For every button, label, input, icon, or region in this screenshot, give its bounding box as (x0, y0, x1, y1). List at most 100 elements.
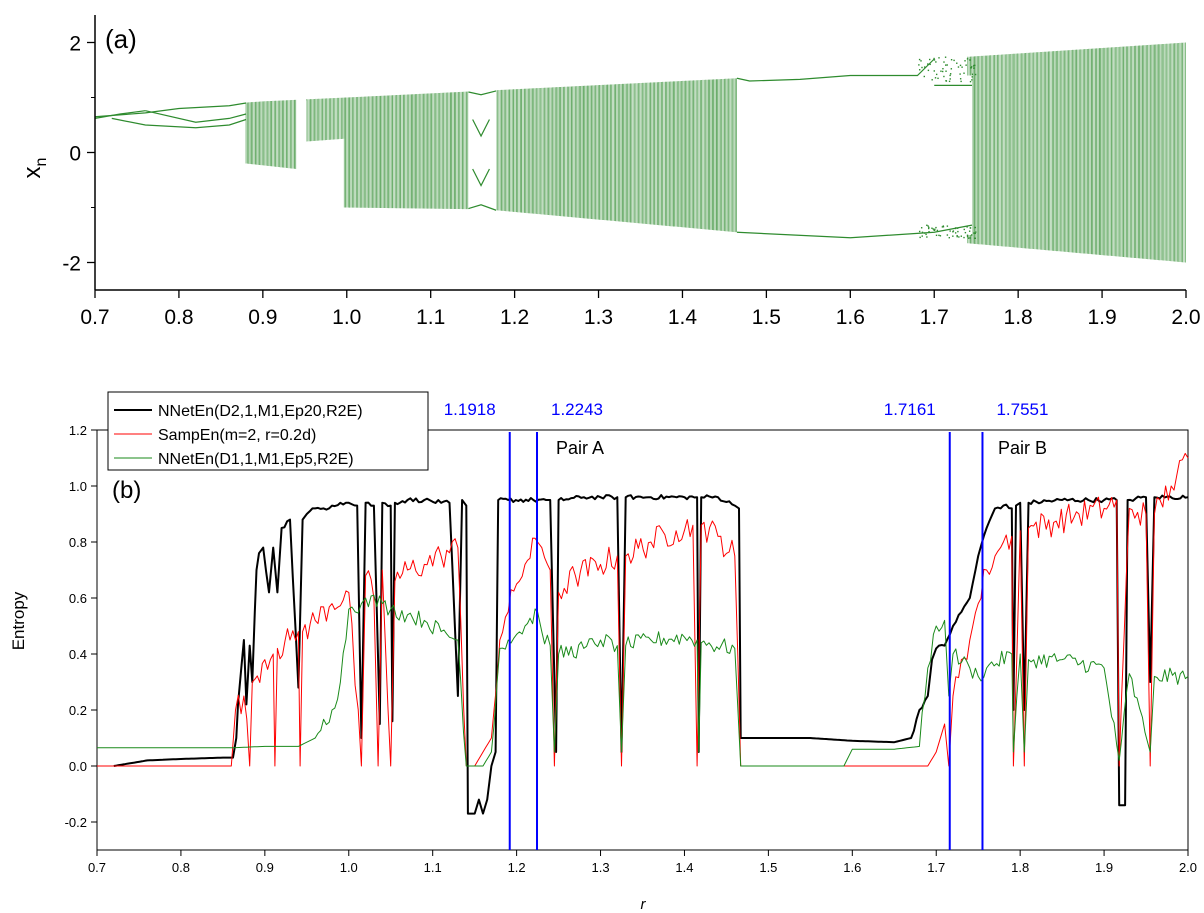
bifurcation-point (918, 230, 921, 233)
bifurcation-point (935, 234, 938, 237)
bifurcation-point (918, 64, 920, 66)
bifurcation-point (958, 236, 960, 238)
bifurcation-point (918, 69, 921, 71)
bifurcation-points (94, 42, 1186, 263)
bifurcation-point (935, 61, 937, 63)
panel-a-bifurcation: 0.7 0.8 0.9 1.0 1.1 1.2 1.3 1.4 1.5 1.6 1.7 1.8 1.9 2… (19, 15, 1201, 329)
bifurcation-point (931, 79, 933, 81)
panel-a-x-tick-label: 1.6 (836, 306, 865, 329)
bifurcation-point (963, 228, 965, 231)
bifurcation-point (957, 230, 959, 233)
bifurcation-point (959, 64, 962, 67)
panel-b-y-tick-label: 0.4 (69, 647, 87, 662)
bifurcation-point (956, 234, 958, 237)
bifurcation-point (926, 224, 928, 226)
series-line-1 (113, 494, 1189, 815)
pair-a-annotation: Pair A (556, 438, 604, 458)
entropy-series (97, 452, 1189, 815)
bifurcation-point (921, 235, 923, 237)
bifurcation-point (949, 74, 951, 77)
bifurcation-point (956, 235, 958, 238)
bifurcation-point (970, 66, 973, 68)
bifurcation-point (935, 73, 938, 76)
panel-b-y-tick-label: 0.8 (69, 535, 87, 550)
bifurcation-point (925, 233, 927, 236)
bifurcation-point (957, 66, 960, 68)
panel-a-ylabel-main: x (19, 166, 46, 178)
bifurcation-point (938, 234, 940, 237)
bifurcation-branch (472, 168, 490, 187)
bifurcation-branch (472, 119, 490, 138)
bifurcation-point (948, 236, 950, 239)
bifurcation-branch (736, 58, 935, 82)
bifurcation-point (933, 57, 935, 60)
panel-b-x-tick-label: 1.2 (508, 860, 526, 875)
legend-label: NNetEn(D2,1,M1,Ep20,R2E) (158, 403, 363, 420)
bifurcation-point (934, 77, 937, 79)
bifurcation-point (967, 237, 969, 239)
bifurcation-point (949, 73, 952, 75)
pair-b-annotation: Pair B (998, 438, 1047, 458)
bifurcation-point (965, 64, 967, 66)
panel-b-x-tick-label: 0.8 (172, 860, 190, 875)
series-line-3 (97, 594, 1189, 767)
panel-a-x-tick-label: 2.0 (1171, 306, 1200, 329)
bifurcation-point (941, 226, 944, 228)
bifurcation-branch (94, 110, 146, 119)
panel-a-label: (a) (105, 24, 137, 54)
bifurcation-branch (145, 110, 247, 123)
bifurcation-point (959, 73, 961, 75)
bifurcation-point (966, 234, 969, 237)
panel-a-x-tick-label: 0.7 (80, 306, 109, 329)
bifurcation-point (972, 65, 975, 67)
panel-b-x-tick-label: 1.5 (759, 860, 777, 875)
bifurcation-point (969, 59, 971, 61)
bifurcation-point (945, 64, 947, 66)
bifurcation-point (959, 78, 962, 80)
bifurcation-point (927, 69, 930, 72)
bifurcation-point (966, 226, 968, 228)
legend-label: SampEn(m=2, r=0.2d) (158, 427, 316, 444)
panel-a-x-tick-label: 1.7 (920, 306, 949, 329)
bifurcation-point (923, 66, 926, 68)
bifurcation-point (946, 225, 949, 227)
panel-a-ylabel: xn (19, 158, 50, 179)
bifurcation-point (969, 237, 971, 239)
bifurcation-branch (94, 102, 247, 118)
panel-a-x-tick-label: 1.1 (416, 306, 445, 329)
panel-b-axes: 0.7 0.8 0.9 1.0 1.1 1.2 1.3 1.4 1.5 1.6 1.7 1.8 1.9 2… (65, 423, 1197, 875)
bifurcation-point (973, 64, 976, 67)
panel-a-y-tick-label: 2 (69, 33, 81, 56)
bifurcation-point (964, 60, 966, 62)
panel-a-y-tick-label: 0 (69, 143, 81, 166)
bifurcation-point (974, 226, 976, 229)
bifurcation-point (942, 226, 945, 228)
bifurcation-point (973, 67, 975, 69)
bifurcation-point (969, 227, 972, 229)
panel-a-x-tick-label: 0.9 (248, 306, 277, 329)
bifurcation-point (921, 231, 924, 233)
r-marker-label: 1.7161 (884, 400, 936, 419)
panel-a-x-tick-label: 1.4 (668, 306, 698, 329)
bifurcation-branch (468, 204, 497, 211)
bifurcation-point (946, 234, 949, 236)
panel-b-label: (b) (112, 477, 141, 504)
bifurcation-point (943, 61, 945, 63)
bifurcation-point (950, 68, 953, 70)
panel-b-y-tick-label: 0.2 (69, 703, 87, 718)
bifurcation-point (920, 60, 922, 62)
bifurcation-point (938, 57, 940, 59)
panel-a-x-tick-label: 1.5 (752, 306, 781, 329)
bifurcation-point (954, 232, 957, 234)
bifurcation-point (952, 235, 954, 237)
panel-b-x-tick-label: 0.7 (88, 860, 106, 875)
legend: NNetEn(D2,1,M1,Ep20,R2E) SampEn(m=2, r=0.… (107, 391, 429, 471)
bifurcation-branch (111, 117, 247, 129)
bifurcation-point (968, 230, 971, 232)
bifurcation-point (940, 70, 942, 72)
bifurcation-point (961, 66, 963, 68)
bifurcation-point (963, 72, 965, 74)
panel-b-x-tick-label: 1.0 (340, 860, 358, 875)
periodic-window (296, 100, 307, 145)
